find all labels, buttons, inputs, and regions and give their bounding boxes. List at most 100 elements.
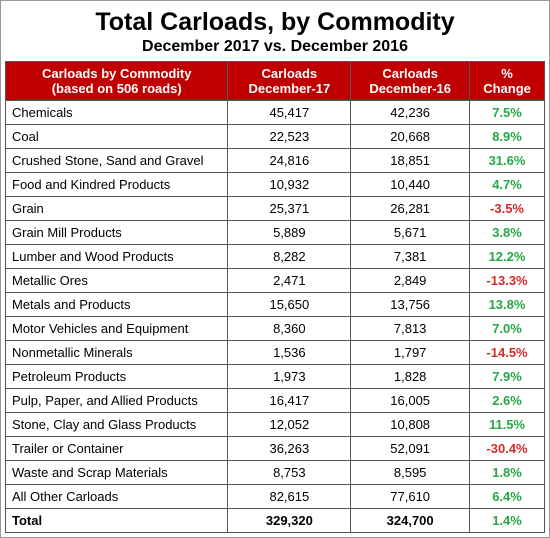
carloads-cell: 1,973 (227, 364, 352, 389)
table-row: Nonmetallic Minerals 1,536 1,797 -14.5% (4, 340, 545, 365)
table-body: Chemicals 45,417 42,236 7.5% Coal 22,523 20,66… (4, 100, 545, 533)
header-line: December-17 (248, 81, 331, 96)
carloads-cell: 25,371 (227, 196, 352, 221)
table-row: Stone, Clay and Glass Products 12,052 10,8… (4, 412, 545, 437)
table-row: Coal 22,523 20,668 8.9% (4, 124, 545, 149)
carloads-cell: 20,668 (350, 124, 471, 149)
carloads-cell: 42,236 (350, 100, 471, 125)
carloads-cell: 2,471 (227, 268, 352, 293)
change-cell: 3.8% (469, 220, 545, 245)
title: Total Carloads, by Commodity (95, 8, 455, 36)
carloads-cell: 15,650 (227, 292, 352, 317)
carloads-cell: 16,417 (227, 388, 352, 413)
column-header: Carloads December-16 (350, 61, 471, 101)
change-cell: 13.8% (469, 292, 545, 317)
carloads-cell: 77,610 (350, 484, 471, 509)
table-row: Metals and Products 15,650 13,756 13.8% (4, 292, 545, 317)
commodity-cell: Metals and Products (4, 292, 229, 317)
table-row: Trailer or Container 36,263 52,091 -30.4% (4, 436, 545, 461)
carloads-cell: 8,282 (227, 244, 352, 269)
table-row: Food and Kindred Products 10,932 10,440 4.7… (4, 172, 545, 197)
carloads-cell: 18,851 (350, 148, 471, 173)
commodity-cell: Coal (4, 124, 229, 149)
carloads-cell: 10,440 (350, 172, 471, 197)
carloads-cell: 7,381 (350, 244, 471, 269)
column-header: Carloads December-17 (227, 61, 352, 101)
change-cell: 11.5% (469, 412, 545, 437)
commodity-cell: Crushed Stone, Sand and Gravel (4, 148, 229, 173)
carloads-cell: 5,889 (227, 220, 352, 245)
change-cell: -14.5% (469, 340, 545, 365)
commodity-cell: Metallic Ores (4, 268, 229, 293)
carloads-cell: 7,813 (350, 316, 471, 341)
table-row: Crushed Stone, Sand and Gravel 24,816 18,8… (4, 148, 545, 173)
carloads-cell: 22,523 (227, 124, 352, 149)
carloads-cell: 10,808 (350, 412, 471, 437)
carloads-cell: 8,753 (227, 460, 352, 485)
commodity-cell: Lumber and Wood Products (4, 244, 229, 269)
commodity-cell: Stone, Clay and Glass Products (4, 412, 229, 437)
header-line: Carloads (382, 66, 438, 81)
carloads-cell: 2,849 (350, 268, 471, 293)
change-cell: 4.7% (469, 172, 545, 197)
change-cell: 31.6% (469, 148, 545, 173)
column-header: Carloads by Commodity (based on 506 roads… (4, 61, 229, 101)
subtitle: December 2017 vs. December 2016 (142, 38, 408, 55)
carloads-cell: 8,595 (350, 460, 471, 485)
carloads-cell: 1,828 (350, 364, 471, 389)
header-line: Carloads by Commodity (41, 66, 192, 81)
table-row: Chemicals 45,417 42,236 7.5% (4, 100, 545, 125)
table-row: Lumber and Wood Products 8,282 7,381 12.2% (4, 244, 545, 269)
commodity-cell: All Other Carloads (4, 484, 229, 509)
change-cell: 7.0% (469, 316, 545, 341)
carloads-cell: 82,615 (227, 484, 352, 509)
carloads-cell: 10,932 (227, 172, 352, 197)
table-row: Waste and Scrap Materials 8,753 8,595 1.8% (4, 460, 545, 485)
carloads-cell: 45,417 (227, 100, 352, 125)
commodity-cell: Chemicals (4, 100, 229, 125)
change-cell: 8.9% (469, 124, 545, 149)
carloads-cell: 16,005 (350, 388, 471, 413)
commodity-cell: Trailer or Container (4, 436, 229, 461)
commodity-cell: Motor Vehicles and Equipment (4, 316, 229, 341)
carloads-cell: 52,091 (350, 436, 471, 461)
commodity-cell: Nonmetallic Minerals (4, 340, 229, 365)
header-line: (based on 506 roads) (51, 81, 182, 96)
table-row: Motor Vehicles and Equipment 8,360 7,813 7.… (4, 316, 545, 341)
carloads-cell: 1,536 (227, 340, 352, 365)
change-cell: -3.5% (469, 196, 545, 221)
commodity-cell: Grain (4, 196, 229, 221)
carloads-cell: 1,797 (350, 340, 471, 365)
commodity-cell: Petroleum Products (4, 364, 229, 389)
commodity-cell: Total (4, 508, 229, 533)
header-line: December-16 (369, 81, 451, 96)
carloads-cell: 5,671 (350, 220, 471, 245)
change-cell: 2.6% (469, 388, 545, 413)
data-table: Carloads by Commodity (based on 506 roads… (4, 61, 545, 533)
carloads-cell: 12,052 (227, 412, 352, 437)
header-line: % (501, 66, 513, 81)
table-row: Pulp, Paper, and Allied Products 16,417 16… (4, 388, 545, 413)
carloads-cell: 8,360 (227, 316, 352, 341)
commodity-cell: Pulp, Paper, and Allied Products (4, 388, 229, 413)
change-cell: 1.8% (469, 460, 545, 485)
header-line: Change (483, 81, 531, 96)
carloads-cell: 26,281 (350, 196, 471, 221)
table-row: Grain 25,371 26,281 -3.5% (4, 196, 545, 221)
carloads-cell: 13,756 (350, 292, 471, 317)
change-cell: 7.5% (469, 100, 545, 125)
change-cell: 6.4% (469, 484, 545, 509)
header-line: Carloads (261, 66, 318, 81)
change-cell: 12.2% (469, 244, 545, 269)
commodity-cell: Grain Mill Products (4, 220, 229, 245)
table-row: Grain Mill Products 5,889 5,671 3.8% (4, 220, 545, 245)
carloads-cell: 36,263 (227, 436, 352, 461)
header-row: Carloads by Commodity (based on 506 roads… (4, 61, 545, 101)
carloads-cell: 329,320 (227, 508, 352, 533)
table-row: Total 329,320 324,700 1.4% (4, 508, 545, 533)
carloads-cell: 24,816 (227, 148, 352, 173)
table-row: Metallic Ores 2,471 2,849 -13.3% (4, 268, 545, 293)
change-cell: -13.3% (469, 268, 545, 293)
carloads-cell: 324,700 (350, 508, 471, 533)
